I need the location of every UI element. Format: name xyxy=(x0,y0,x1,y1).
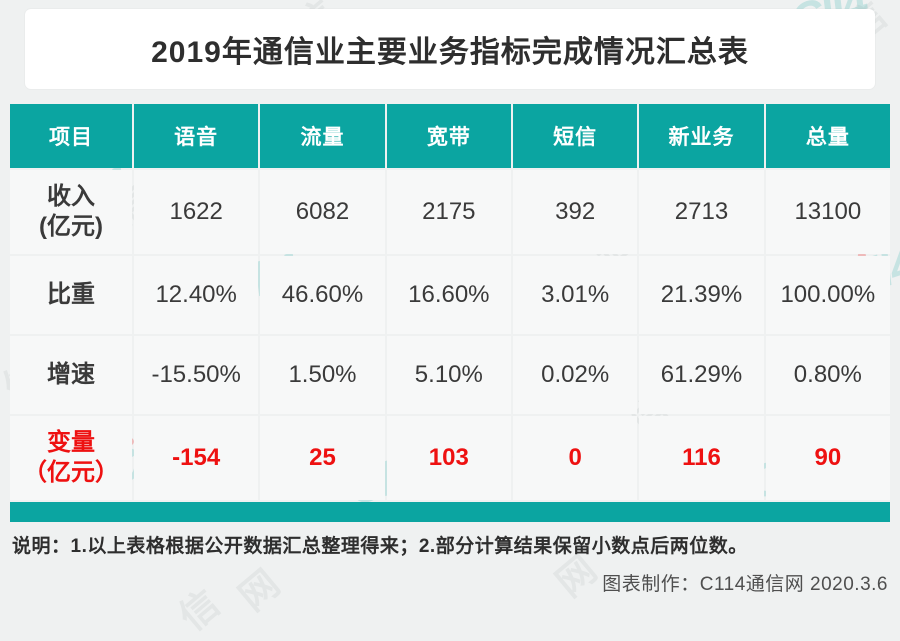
table-cell: 12.40% xyxy=(134,256,259,334)
row-label-line1: 收入 xyxy=(47,183,95,210)
table-cell: 25 xyxy=(260,416,385,500)
table-cell: 3.01% xyxy=(513,256,638,334)
table-row-change: 变量 （亿元） -154 25 103 0 116 90 xyxy=(10,416,890,500)
table-cell: -154 xyxy=(134,416,259,500)
table-cell: 21.39% xyxy=(639,256,764,334)
row-label: 增速 xyxy=(10,336,132,414)
column-header-voice: 语音 xyxy=(134,104,259,168)
table-cell: 116 xyxy=(639,416,764,500)
table-header-row: 项目 语音 流量 宽带 短信 新业务 总量 xyxy=(10,104,890,168)
table-cell: 392 xyxy=(513,170,638,254)
column-header-broadband: 宽带 xyxy=(386,104,511,168)
row-label-line1: 增速 xyxy=(47,361,95,388)
table-bottom-bar xyxy=(10,502,890,522)
row-label: 收入 (亿元) xyxy=(10,170,132,254)
table-cell: 0.80% xyxy=(765,336,890,414)
table-cell: 100.00% xyxy=(765,256,890,334)
table-row-growth: 增速 -15.50% 1.50% 5.10% 0.02% 61.29% 0.80… xyxy=(10,336,890,414)
row-label-line2: (亿元) xyxy=(39,213,103,240)
table-cell: 1622 xyxy=(134,170,259,254)
page-title: 2019年通信业主要业务指标完成情况汇总表 xyxy=(151,36,749,69)
credit-text: 图表制作：C114通信网 2020.3.6 xyxy=(602,574,888,595)
table-cell: 6082 xyxy=(260,170,385,254)
table-cell: 1.50% xyxy=(260,336,385,414)
note-text: 说明：1.以上表格根据公开数据汇总整理得来；2.部分计算结果保留小数点后两位数。 xyxy=(12,536,748,557)
table-cell: 2713 xyxy=(639,170,764,254)
table-cell: 0 xyxy=(513,416,638,500)
table-cell: 46.60% xyxy=(260,256,385,334)
row-label: 变量 （亿元） xyxy=(10,416,132,500)
table-cell: -15.50% xyxy=(134,336,259,414)
row-label: 比重 xyxy=(10,256,132,334)
table-cell: 103 xyxy=(386,416,511,500)
column-header-total: 总量 xyxy=(765,104,890,168)
column-header-newbusiness: 新业务 xyxy=(639,104,764,168)
row-label-line2: （亿元） xyxy=(23,459,119,486)
title-card: 2019年通信业主要业务指标完成情况汇总表 xyxy=(25,9,875,89)
summary-table: 项目 语音 流量 宽带 短信 新业务 总量 收入 (亿元) 1622 6082 … xyxy=(10,104,890,522)
table-cell: 90 xyxy=(765,416,890,500)
table-cell: 5.10% xyxy=(386,336,511,414)
table-row-proportion: 比重 12.40% 46.60% 16.60% 3.01% 21.39% 100… xyxy=(10,256,890,334)
watermark-char-icon: 网 xyxy=(231,562,288,620)
table-cell: 61.29% xyxy=(639,336,764,414)
column-header-sms: 短信 xyxy=(513,104,638,168)
row-label-line1: 比重 xyxy=(47,281,95,308)
column-header-item: 项目 xyxy=(10,104,132,168)
column-header-traffic: 流量 xyxy=(260,104,385,168)
table-cell: 0.02% xyxy=(513,336,638,414)
table-cell: 2175 xyxy=(386,170,511,254)
row-label-line1: 变量 xyxy=(47,429,95,456)
table-row-revenue: 收入 (亿元) 1622 6082 2175 392 2713 13100 xyxy=(10,170,890,254)
table-cell: 13100 xyxy=(765,170,890,254)
table-cell: 16.60% xyxy=(386,256,511,334)
